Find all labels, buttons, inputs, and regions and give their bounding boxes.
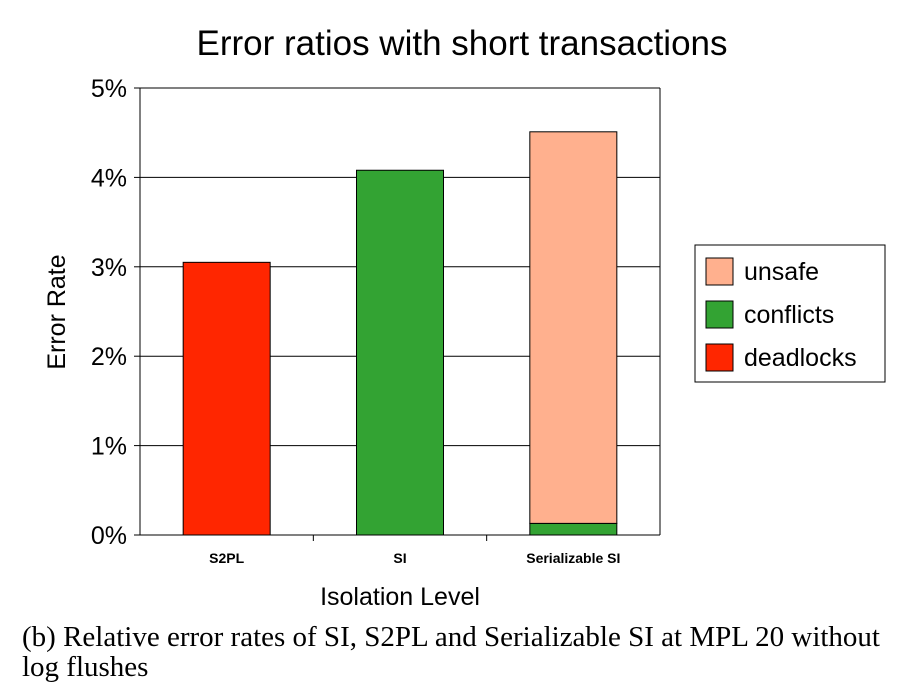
y-tick-label: 3% — [91, 254, 127, 282]
y-tick-label: 5% — [91, 75, 127, 103]
x-axis-label: Isolation Level — [320, 583, 480, 611]
y-tick-label: 4% — [91, 164, 127, 192]
x-tick-label: Serializable SI — [526, 550, 620, 566]
axes — [134, 87, 661, 541]
legend-label-unsafe: unsafe — [744, 258, 819, 286]
bar-unsafe — [529, 131, 618, 524]
bar-conflicts — [529, 522, 618, 536]
y-tick-label: 0% — [91, 522, 127, 550]
legend-swatch-unsafe — [705, 257, 734, 286]
x-tick-labels: S2PL SI Serializable SI — [209, 550, 620, 566]
legend-label-conflicts: conflicts — [744, 301, 834, 329]
y-tick-labels: 0% 1% 2% 3% 4% 5% — [91, 75, 127, 550]
legend: unsafe conflicts deadlocks — [694, 244, 886, 383]
chart-title: Error ratios with short transactions — [196, 24, 727, 63]
x-tick-label: SI — [393, 550, 406, 566]
figure-caption: (b) Relative error rates of SI, S2PL and… — [22, 621, 880, 683]
y-tick-label: 1% — [91, 433, 127, 461]
y-tick-label: 2% — [91, 343, 127, 371]
x-tick-label: S2PL — [209, 550, 244, 566]
bars — [182, 131, 618, 536]
bar-deadlocks — [182, 261, 271, 536]
bar-conflicts — [356, 169, 444, 536]
legend-label-deadlocks: deadlocks — [744, 344, 857, 372]
legend-swatch-deadlocks — [705, 343, 734, 372]
legend-swatch-conflicts — [705, 300, 734, 329]
y-axis-label: Error Rate — [43, 254, 71, 369]
chart: Error ratios with short transactions 0% 1… — [43, 24, 886, 611]
